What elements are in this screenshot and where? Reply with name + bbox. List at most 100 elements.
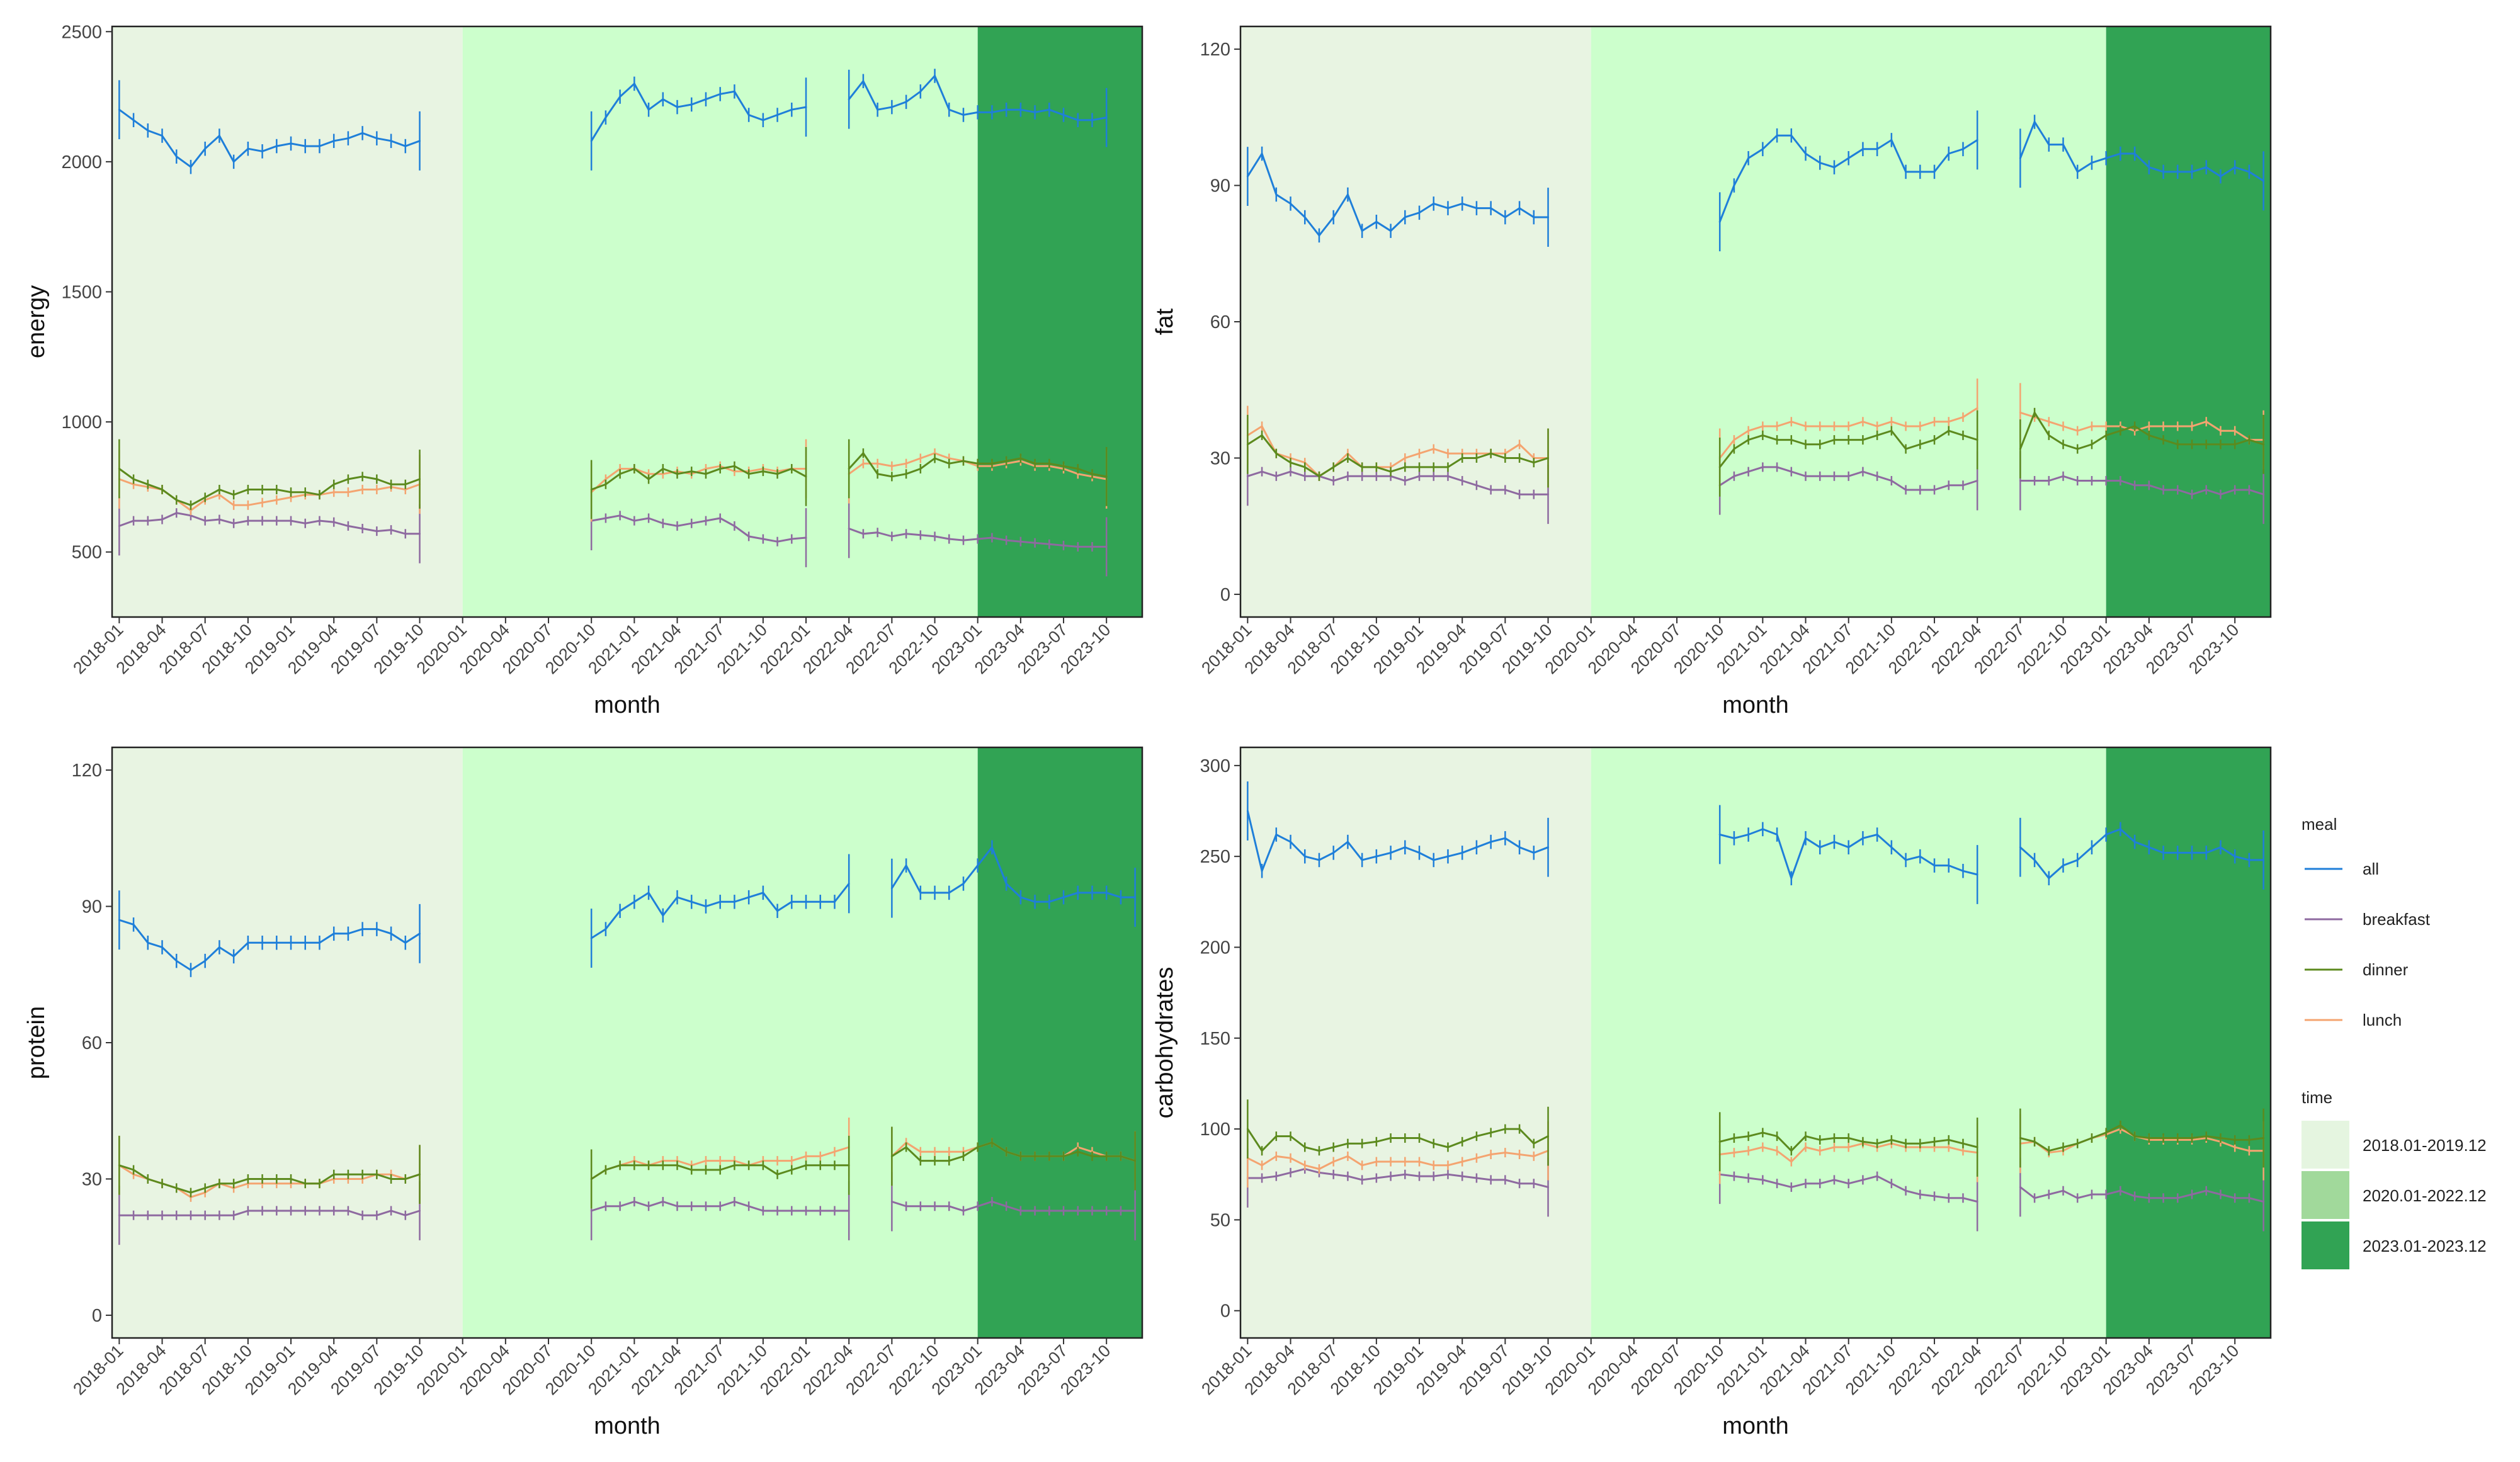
point-dinner bbox=[790, 1169, 793, 1171]
point-breakfast bbox=[690, 522, 693, 524]
point-lunch bbox=[1833, 1146, 1836, 1148]
point-breakfast bbox=[1547, 1186, 1550, 1188]
point-all bbox=[1518, 207, 1521, 210]
point-lunch bbox=[190, 509, 192, 512]
point-dinner bbox=[647, 1164, 650, 1167]
point-dinner bbox=[948, 1160, 950, 1162]
point-dinner bbox=[1461, 456, 1463, 459]
point-breakfast bbox=[2062, 475, 2065, 477]
point-breakfast bbox=[1948, 1197, 1950, 1199]
point-dinner bbox=[1805, 443, 1807, 446]
point-dinner bbox=[604, 1169, 607, 1171]
point-breakfast bbox=[1390, 1175, 1392, 1177]
point-dinner bbox=[1048, 1155, 1050, 1157]
point-breakfast bbox=[1976, 480, 1978, 482]
panel-carbohydrates: 0501001502002503002018-012018-042018-072… bbox=[1152, 746, 2272, 1439]
point-dinner bbox=[419, 478, 421, 480]
point-dinner bbox=[1776, 1135, 1778, 1138]
point-all bbox=[1976, 873, 1978, 876]
point-dinner bbox=[304, 1182, 307, 1185]
point-dinner bbox=[1961, 434, 1964, 436]
point-all bbox=[132, 119, 135, 122]
point-dinner bbox=[2033, 1140, 2036, 1143]
point-all bbox=[676, 106, 679, 108]
point-dinner bbox=[2162, 1137, 2165, 1140]
legend-label-2018-2019: 2018.01-2019.12 bbox=[2363, 1136, 2487, 1155]
point-all bbox=[361, 132, 364, 134]
point-all bbox=[1019, 896, 1022, 898]
point-all bbox=[919, 90, 922, 93]
point-dinner bbox=[1747, 439, 1750, 441]
point-dinner bbox=[204, 1187, 207, 1189]
point-breakfast bbox=[2248, 1197, 2250, 1199]
point-breakfast bbox=[948, 1205, 950, 1208]
point-all bbox=[347, 932, 349, 935]
point-breakfast bbox=[304, 1210, 307, 1212]
point-dinner bbox=[2248, 439, 2250, 441]
point-all bbox=[275, 941, 278, 944]
point-dinner bbox=[1948, 1138, 1950, 1141]
point-all bbox=[1475, 207, 1478, 210]
point-all bbox=[1261, 152, 1263, 155]
point-all bbox=[977, 864, 979, 867]
point-dinner bbox=[619, 1164, 621, 1167]
point-lunch bbox=[2076, 429, 2079, 432]
point-breakfast bbox=[647, 1205, 650, 1208]
point-all bbox=[175, 156, 178, 158]
point-dinner bbox=[1461, 1140, 1463, 1143]
point-dinner bbox=[676, 1164, 679, 1167]
point-all bbox=[604, 928, 607, 931]
point-all bbox=[1418, 212, 1421, 214]
point-breakfast bbox=[332, 1210, 335, 1212]
point-lunch bbox=[2019, 411, 2021, 414]
point-all bbox=[1404, 846, 1406, 849]
point-breakfast bbox=[318, 519, 321, 522]
point-dinner bbox=[2019, 448, 2021, 450]
point-dinner bbox=[962, 460, 965, 462]
point-all bbox=[2119, 828, 2121, 830]
point-breakfast bbox=[1404, 1173, 1406, 1176]
point-breakfast bbox=[1134, 1210, 1137, 1212]
point-all bbox=[304, 941, 307, 944]
point-all bbox=[705, 98, 707, 101]
point-all bbox=[218, 946, 220, 948]
point-all bbox=[2076, 171, 2079, 173]
point-dinner bbox=[1876, 434, 1878, 436]
point-lunch bbox=[1433, 448, 1435, 450]
point-all bbox=[304, 145, 307, 147]
point-dinner bbox=[1504, 1128, 1506, 1130]
point-lunch bbox=[1077, 473, 1079, 475]
point-all bbox=[1361, 859, 1363, 861]
point-lunch bbox=[705, 1160, 707, 1162]
point-all bbox=[2162, 171, 2165, 173]
point-dinner bbox=[290, 1177, 292, 1180]
point-lunch bbox=[862, 462, 865, 465]
point-breakfast bbox=[1332, 480, 1335, 482]
point-all bbox=[1019, 108, 1022, 111]
point-dinner bbox=[2233, 443, 2236, 446]
series-dinner bbox=[118, 1126, 1137, 1209]
y-tick-label: 1000 bbox=[61, 412, 102, 433]
point-dinner bbox=[1446, 466, 1449, 468]
point-lunch bbox=[948, 1150, 950, 1153]
y-axis-title: carbohydrates bbox=[1152, 967, 1178, 1119]
x-axis-title: month bbox=[1722, 1413, 1789, 1439]
point-dinner bbox=[862, 452, 865, 455]
point-all bbox=[1547, 846, 1550, 849]
point-dinner bbox=[1318, 475, 1320, 477]
point-dinner bbox=[762, 1164, 764, 1167]
point-all bbox=[1275, 193, 1278, 196]
point-dinner bbox=[633, 1164, 635, 1167]
point-lunch bbox=[890, 465, 893, 467]
point-all bbox=[1761, 828, 1764, 830]
point-all bbox=[1062, 896, 1065, 898]
point-dinner bbox=[890, 475, 893, 478]
point-lunch bbox=[1933, 421, 1936, 423]
point-dinner bbox=[633, 467, 635, 470]
point-dinner bbox=[1733, 1137, 1735, 1140]
point-dinner bbox=[1861, 439, 1864, 441]
point-all bbox=[604, 116, 607, 119]
point-breakfast bbox=[1034, 541, 1036, 544]
point-breakfast bbox=[1490, 1179, 1492, 1181]
point-breakfast bbox=[2162, 489, 2165, 491]
